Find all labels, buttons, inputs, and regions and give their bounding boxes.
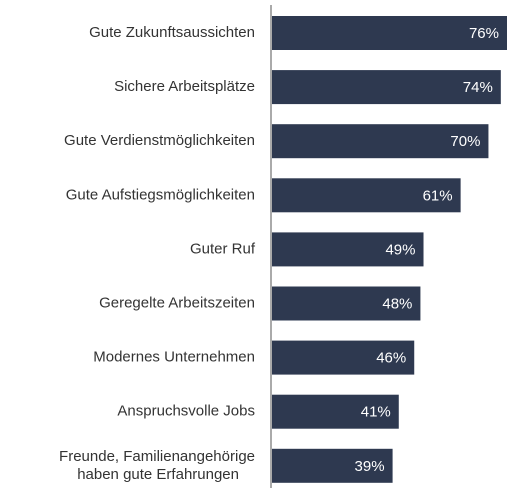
bar <box>272 70 501 105</box>
value-label: 76% <box>469 25 499 42</box>
value-label: 49% <box>385 241 415 258</box>
category-label: Gute Aufstiegsmöglichkeiten <box>66 186 255 203</box>
category-label: Geregelte Arbeitszeiten <box>99 294 255 311</box>
category-label: Gute Verdienstmöglichkeiten <box>64 132 255 149</box>
value-label: 70% <box>450 133 480 150</box>
bar <box>272 178 461 213</box>
value-label: 74% <box>463 79 493 96</box>
category-label: Gute Zukunftsaussichten <box>89 24 255 41</box>
bar <box>272 16 507 50</box>
category-label: Freunde, Familienangehörige haben gute Er… <box>59 448 255 483</box>
value-label: 41% <box>361 404 391 421</box>
value-label: 48% <box>382 295 412 312</box>
bar <box>272 286 421 321</box>
category-label: Sichere Arbeitsplätze <box>114 78 255 95</box>
bar <box>272 124 489 159</box>
value-label: 46% <box>376 350 406 367</box>
value-label: 61% <box>423 187 453 204</box>
category-label: Modernes Unternehmen <box>93 349 255 366</box>
value-label: 39% <box>355 458 385 475</box>
bar <box>272 232 424 267</box>
bar <box>272 340 415 375</box>
category-label: Anspruchsvolle Jobs <box>117 403 255 420</box>
category-label: Guter Ruf <box>190 240 256 257</box>
bar <box>272 448 393 483</box>
bar <box>272 394 399 429</box>
